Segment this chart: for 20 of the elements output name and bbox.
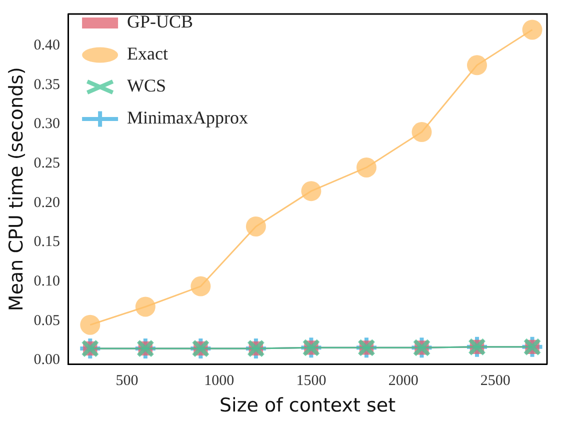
legend-label: Exact <box>127 44 168 64</box>
legend-label: MinimaxApprox <box>127 108 248 128</box>
y-tick-label: 0.20 <box>34 194 60 211</box>
x-axis-title: Size of context set <box>219 394 396 417</box>
legend-label: WCS <box>127 76 166 96</box>
y-tick-label: 0.35 <box>34 76 60 93</box>
x-tick-label: 2000 <box>388 373 418 390</box>
y-tick-label: 0.05 <box>34 312 60 329</box>
legend-label: GP-UCB <box>127 12 194 32</box>
x-tick-label: 1500 <box>296 373 326 390</box>
x-tick-label: 1000 <box>204 373 234 390</box>
y-tick-label: 0.10 <box>34 274 60 290</box>
y-tick-label: 0.15 <box>34 234 60 250</box>
y-tick-label: 0.25 <box>34 155 60 172</box>
y-tick-label: 0.00 <box>34 352 60 368</box>
y-axis-title: Mean CPU time (seconds) <box>5 67 28 312</box>
y-tick-label: 0.30 <box>34 116 60 132</box>
x-tick-label: 500 <box>116 373 138 390</box>
y-tick-label: 0.40 <box>34 37 60 54</box>
x-tick-label: 2500 <box>480 373 510 390</box>
